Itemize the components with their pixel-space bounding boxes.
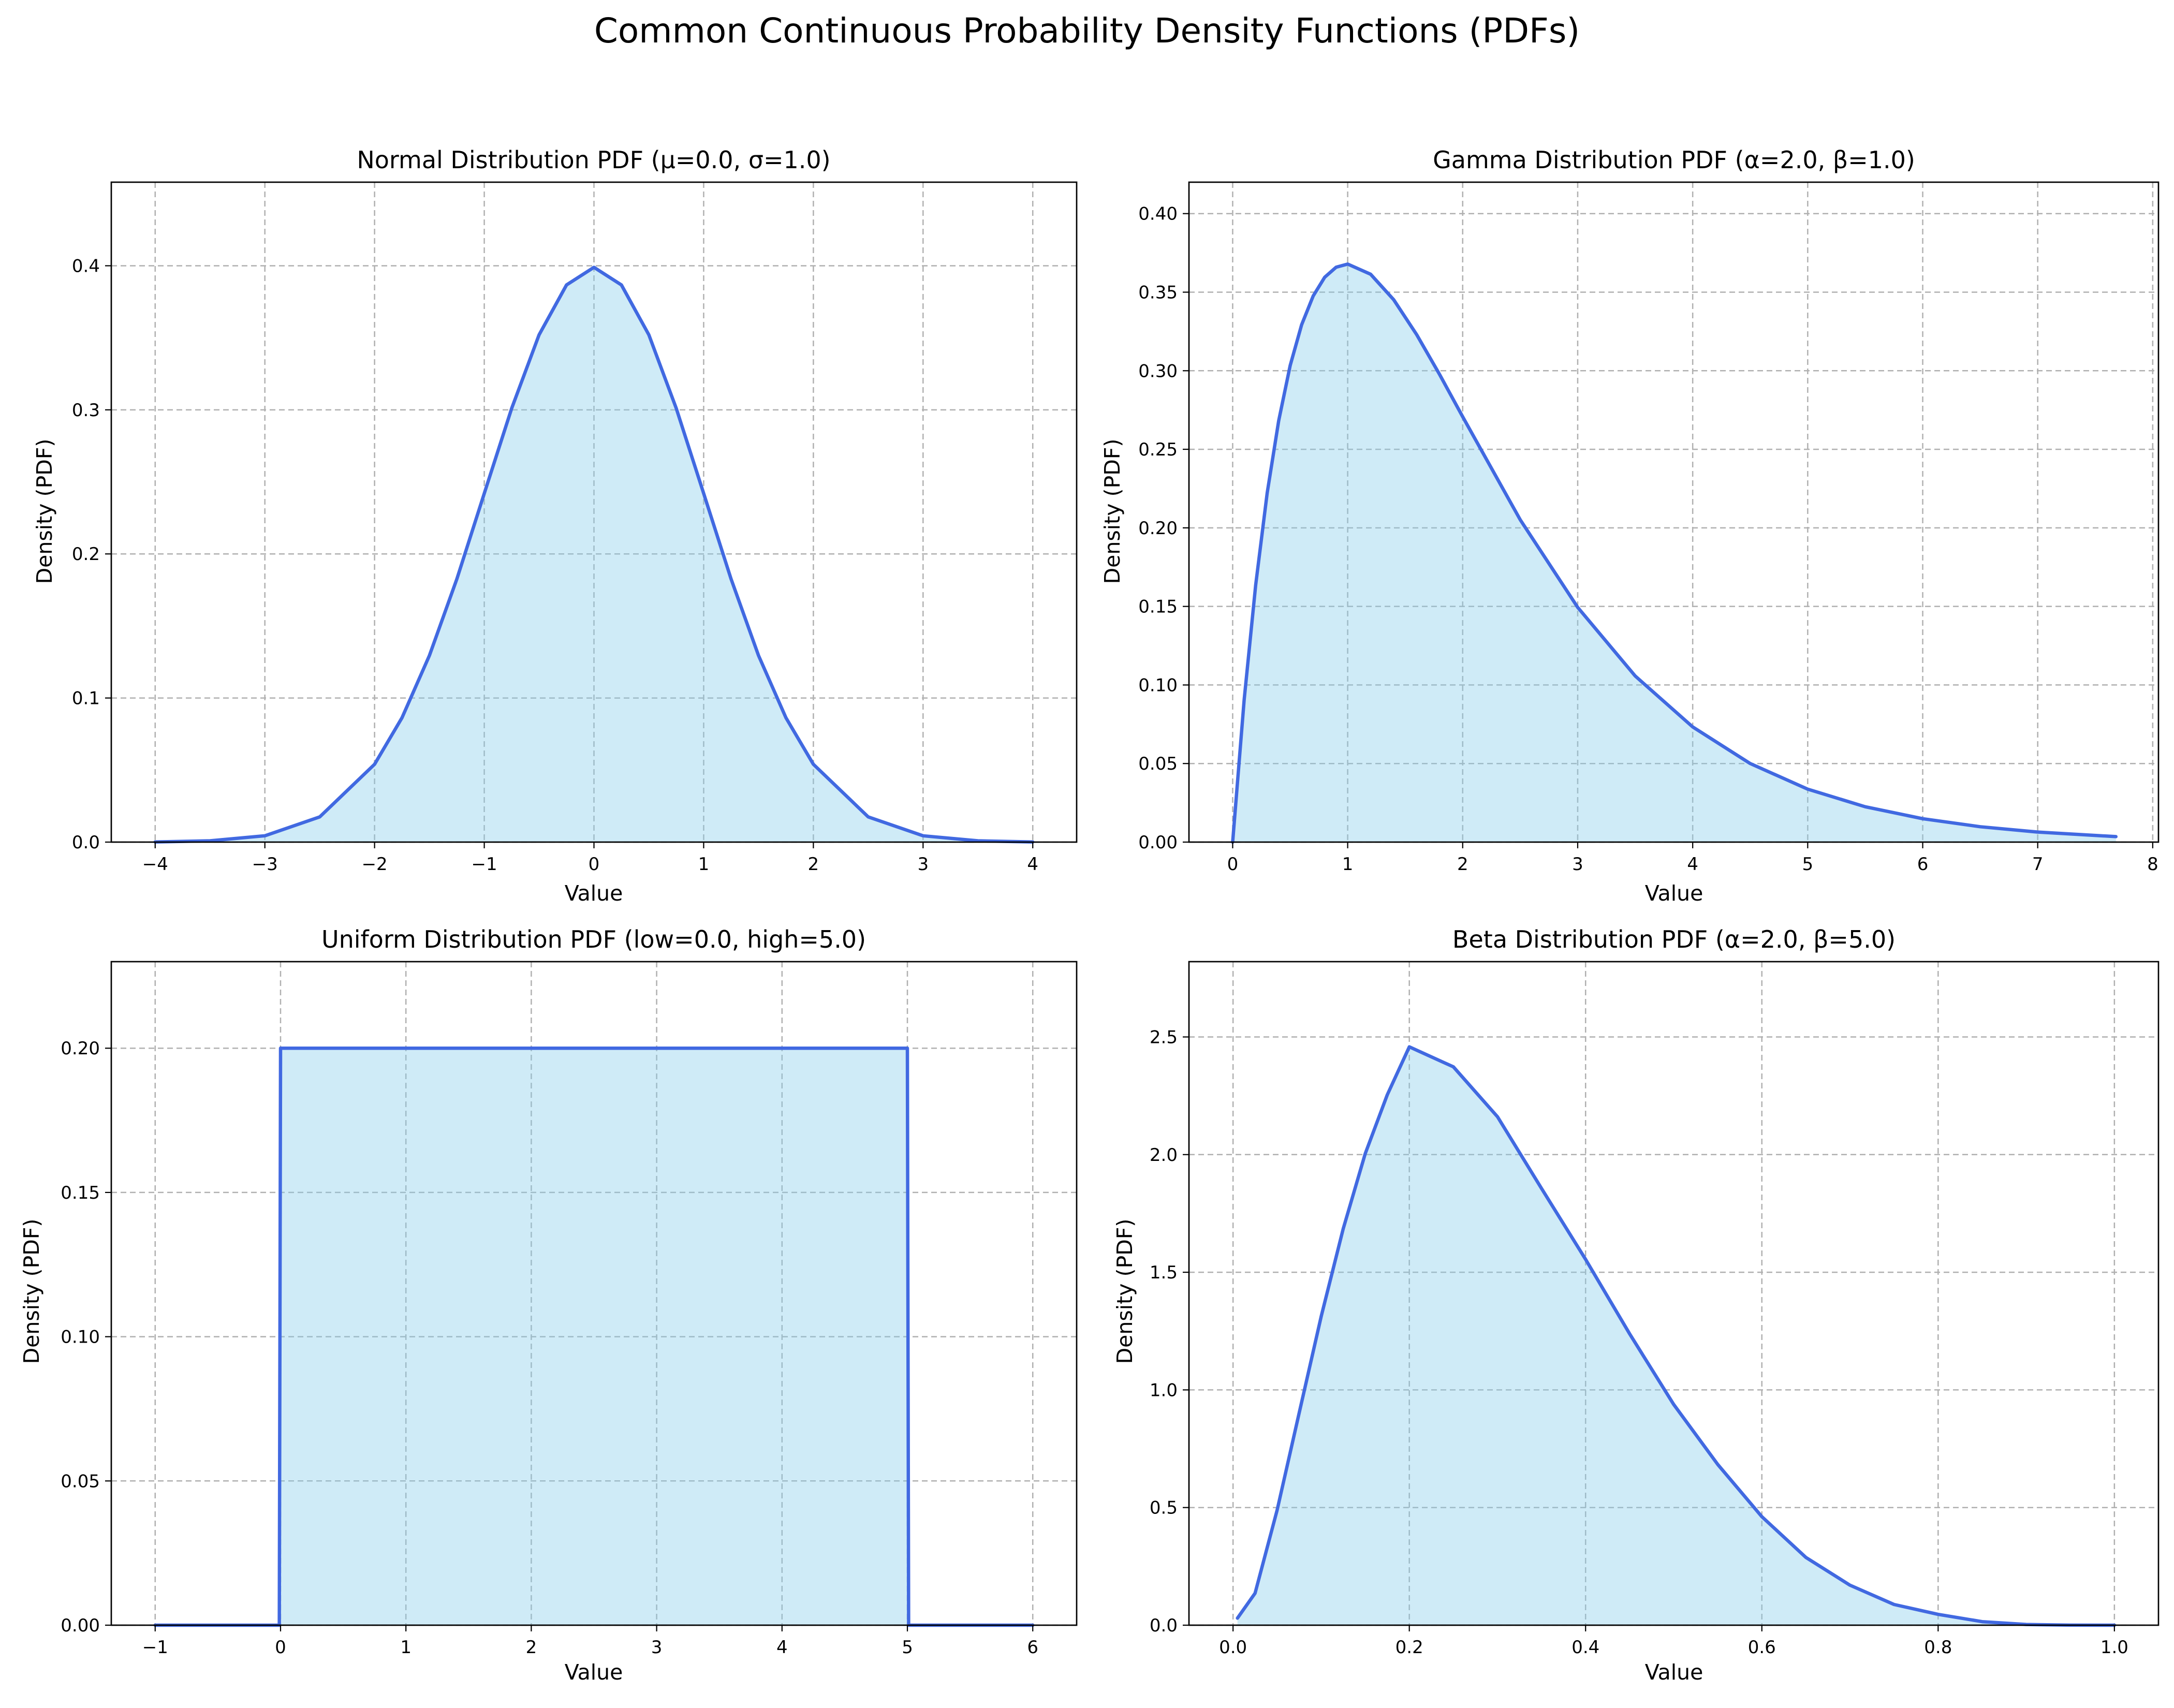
x-tick-label-gamma: 8 — [2147, 854, 2158, 875]
x-axis-label-gamma: Value — [1645, 881, 1703, 906]
x-tick-label-normal: 1 — [698, 854, 710, 875]
pdf-line-gamma — [1231, 262, 2118, 844]
y-tick-label-beta: 1.0 — [1150, 1380, 1178, 1401]
x-tick-label-uniform: 0 — [275, 1637, 286, 1658]
figure-title: Common Continuous Probability Density Fu… — [594, 11, 1580, 51]
x-tick-label-normal: 4 — [1027, 854, 1038, 875]
x-tick-label-uniform: 1 — [400, 1637, 412, 1658]
pdf-line-normal — [153, 266, 1035, 844]
x-axis-label-normal: Value — [565, 881, 623, 906]
grid-beta — [1189, 962, 2158, 1626]
y-tick-label-gamma: 0.00 — [1138, 832, 1178, 853]
x-tick-label-uniform: 5 — [902, 1637, 913, 1658]
y-tick-label-uniform: 0.15 — [61, 1183, 100, 1203]
y-tick-label-gamma: 0.05 — [1138, 754, 1178, 774]
x-tick-label-uniform: 2 — [526, 1637, 537, 1658]
y-tick-label-gamma: 0.30 — [1138, 361, 1178, 381]
pdf-area-beta — [1237, 1047, 2114, 1625]
panel-title-beta: Beta Distribution PDF (α=2.0, β=5.0) — [1452, 925, 1896, 953]
y-tick-label-normal: 0.1 — [72, 688, 100, 709]
y-tick-label-beta: 2.5 — [1150, 1027, 1178, 1048]
x-tick-label-uniform: −1 — [142, 1637, 168, 1658]
y-tick-label-uniform: 0.00 — [61, 1615, 100, 1636]
x-tick-label-beta: 0.6 — [1748, 1637, 1776, 1658]
y-axis-label-normal: Density (PDF) — [32, 439, 57, 584]
x-tick-label-beta: 0.4 — [1571, 1637, 1599, 1658]
x-tick-label-gamma: 5 — [1802, 854, 1814, 875]
x-tick-label-normal: −4 — [142, 854, 168, 875]
y-tick-label-normal: 0.2 — [72, 544, 100, 565]
x-tick-label-normal: −2 — [362, 854, 388, 875]
y-tick-label-uniform: 0.05 — [61, 1471, 100, 1492]
x-tick-label-beta: 1.0 — [2100, 1637, 2128, 1658]
y-axis-label-gamma: Density (PDF) — [1100, 439, 1125, 584]
y-tick-label-gamma: 0.20 — [1138, 518, 1178, 539]
y-tick-label-gamma: 0.35 — [1138, 283, 1178, 303]
pdf-line-beta — [1236, 1045, 2117, 1627]
x-axis-label-beta: Value — [1645, 1660, 1703, 1685]
pdf-area-uniform — [155, 1048, 1033, 1625]
x-tick-label-normal: −3 — [252, 854, 278, 875]
x-tick-label-beta: 0.2 — [1396, 1637, 1423, 1658]
x-tick-label-normal: 2 — [808, 854, 819, 875]
pdf-area-normal — [155, 267, 1033, 842]
x-tick-label-normal: 0 — [589, 854, 600, 875]
x-tick-label-gamma: 7 — [2032, 854, 2044, 875]
x-tick-label-gamma: 4 — [1687, 854, 1698, 875]
y-tick-label-normal: 0.4 — [72, 256, 100, 276]
x-tick-label-beta: 0.0 — [1219, 1637, 1247, 1658]
x-tick-label-gamma: 2 — [1457, 854, 1468, 875]
panel-uniform: Uniform Distribution PDF (low=0.0, high=… — [19, 925, 1078, 1685]
axes-frame-beta — [1188, 961, 2160, 1626]
y-tick-label-uniform: 0.20 — [61, 1038, 100, 1059]
panel-title-gamma: Gamma Distribution PDF (α=2.0, β=1.0) — [1433, 146, 1915, 174]
x-tick-label-uniform: 6 — [1027, 1637, 1038, 1658]
y-tick-label-gamma: 0.10 — [1138, 675, 1178, 696]
panel-gamma: Gamma Distribution PDF (α=2.0, β=1.0) Va… — [1100, 146, 2160, 906]
y-tick-label-beta: 0.0 — [1150, 1615, 1178, 1636]
y-tick-label-beta: 0.5 — [1150, 1498, 1178, 1519]
y-axis-label-uniform: Density (PDF) — [19, 1219, 44, 1364]
x-axis-label-uniform: Value — [565, 1660, 623, 1685]
axes-frame-gamma — [1188, 181, 2160, 843]
panel-title-normal: Normal Distribution PDF (μ=0.0, σ=1.0) — [357, 146, 830, 174]
panel-normal: Normal Distribution PDF (μ=0.0, σ=1.0) V… — [32, 146, 1078, 906]
y-tick-label-uniform: 0.10 — [61, 1327, 100, 1348]
axes-frame-uniform — [110, 961, 1078, 1626]
pdf-area-gamma — [1232, 264, 2116, 843]
x-tick-label-gamma: 3 — [1572, 854, 1583, 875]
x-tick-label-beta: 0.8 — [1924, 1637, 1952, 1658]
panel-beta: Beta Distribution PDF (α=2.0, β=5.0) Val… — [1112, 925, 2160, 1685]
y-tick-label-beta: 1.5 — [1150, 1262, 1178, 1283]
y-tick-label-beta: 2.0 — [1150, 1145, 1178, 1166]
y-tick-label-normal: 0.0 — [72, 832, 100, 853]
x-tick-label-normal: −1 — [472, 854, 497, 875]
y-tick-label-gamma: 0.15 — [1138, 597, 1178, 617]
y-tick-label-gamma: 0.25 — [1138, 439, 1178, 460]
x-tick-label-gamma: 1 — [1342, 854, 1354, 875]
panel-title-uniform: Uniform Distribution PDF (low=0.0, high=… — [321, 925, 866, 953]
y-tick-label-gamma: 0.40 — [1138, 204, 1178, 225]
x-tick-label-uniform: 4 — [776, 1637, 788, 1658]
x-tick-label-gamma: 6 — [1917, 854, 1929, 875]
x-tick-label-uniform: 3 — [651, 1637, 663, 1658]
x-tick-label-normal: 3 — [917, 854, 929, 875]
x-tick-label-gamma: 0 — [1227, 854, 1239, 875]
y-tick-label-normal: 0.3 — [72, 400, 100, 421]
y-axis-label-beta: Density (PDF) — [1112, 1219, 1137, 1364]
